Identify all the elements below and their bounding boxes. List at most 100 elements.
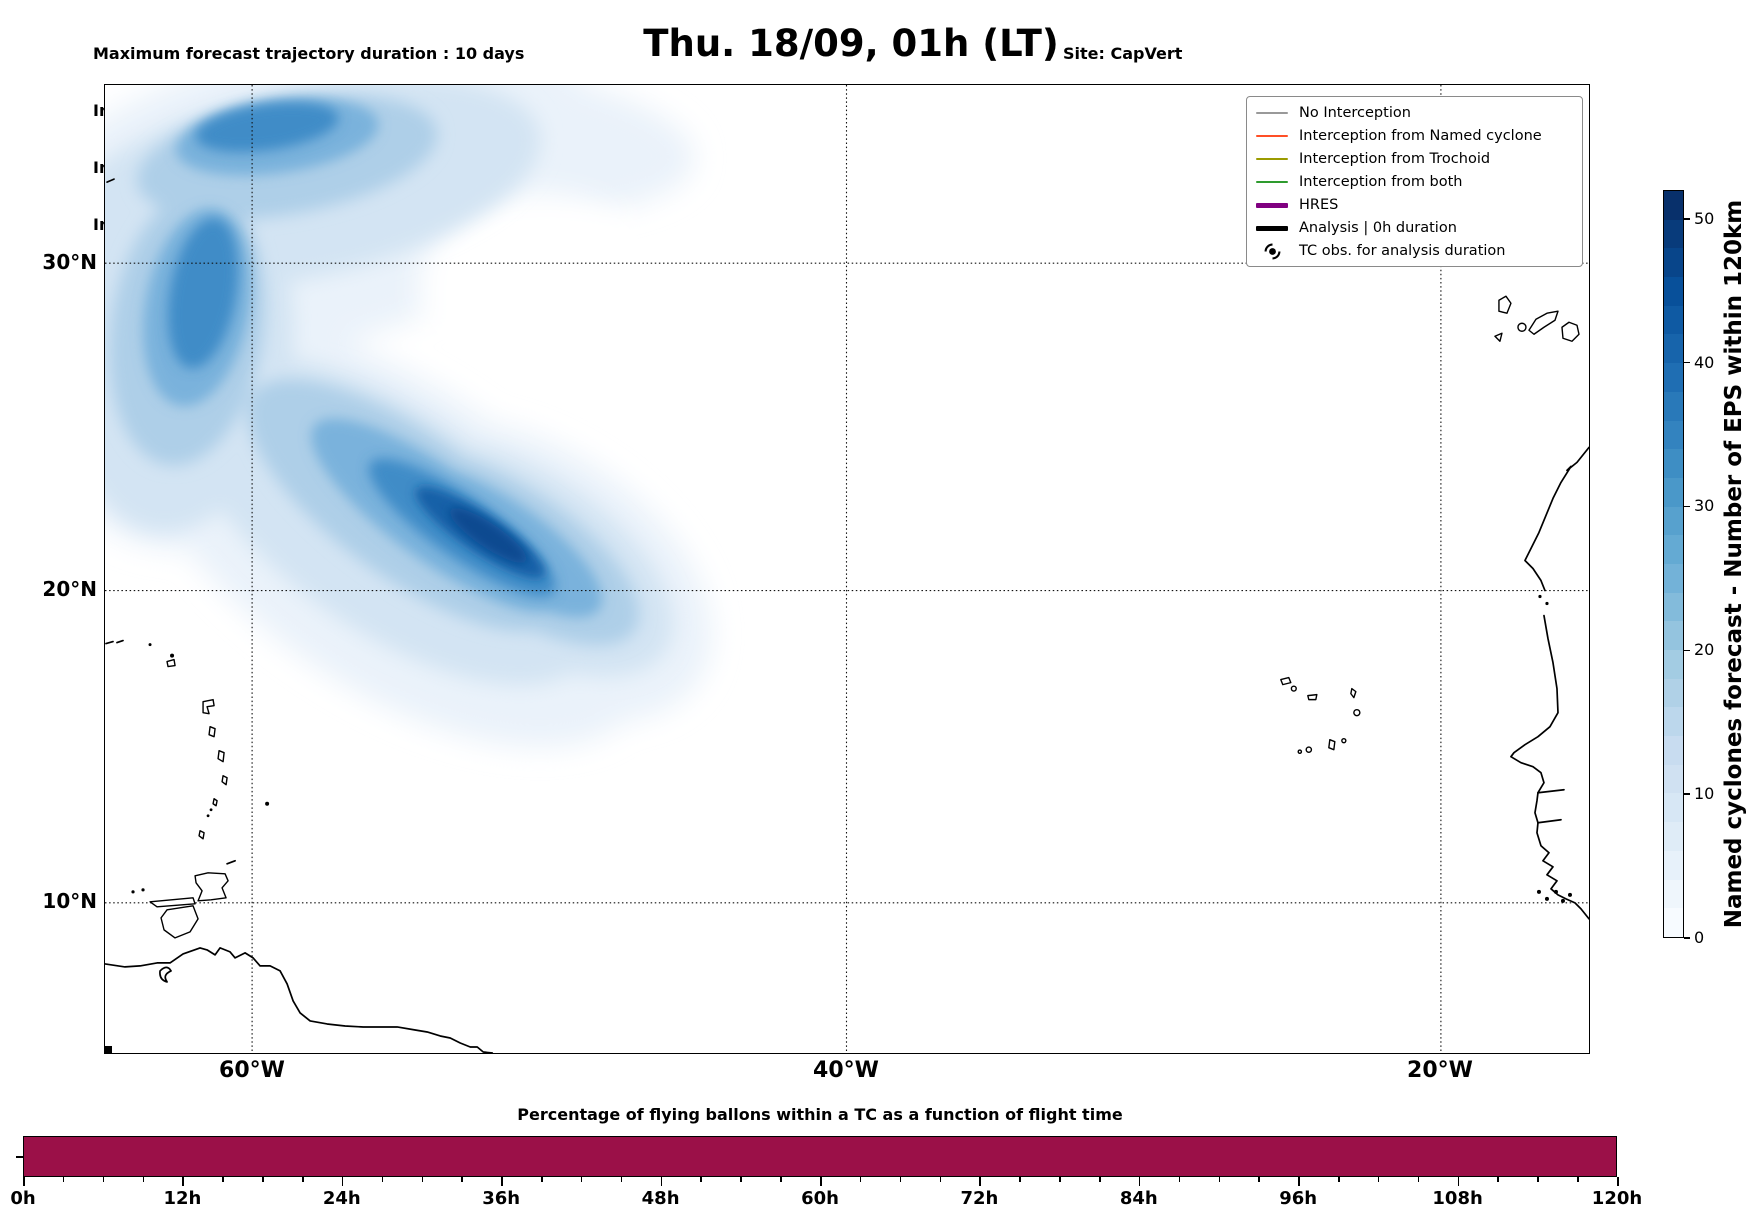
xaxis-minor-tick (62, 1177, 65, 1182)
xaxis-minor-tick (1537, 1177, 1539, 1182)
xaxis-tick-label: 36h (482, 1188, 521, 1209)
xtick-40w: 40°W (813, 1058, 879, 1083)
legend-line-sample (1256, 181, 1288, 183)
map-canvas (105, 85, 1589, 1053)
colorbar-step (1664, 277, 1683, 306)
colorbar-tick-label: 50 (1694, 208, 1715, 228)
xaxis-major-tick (1298, 1177, 1300, 1186)
legend-label: Interception from Named cyclone (1299, 128, 1542, 144)
legend-item-1: Interception from Named cyclone (1256, 125, 1574, 147)
colorbar-tick-label: 10 (1694, 784, 1715, 804)
figure-title: Thu. 18/09, 01h (LT) (643, 22, 1059, 65)
colorbar-step (1664, 822, 1683, 851)
legend-item-6: TC obs. for analysis duration (1256, 240, 1574, 262)
xaxis-tick-label: 0h (10, 1188, 36, 1209)
density-plume (105, 85, 712, 748)
xaxis-major-tick (1138, 1177, 1141, 1186)
ytick-10n: 10°N (42, 889, 97, 913)
xaxis-minor-tick (262, 1177, 264, 1182)
xaxis-minor-tick (899, 1177, 902, 1182)
xaxis-minor-tick (1417, 1177, 1420, 1182)
colorbar-step (1664, 908, 1683, 937)
xaxis-minor-tick (580, 1177, 583, 1182)
corner-landmark (105, 1045, 113, 1053)
colorbar-tick-label: 0 (1694, 928, 1705, 947)
xaxis-major-tick (660, 1177, 663, 1186)
xaxis-minor-tick (1178, 1177, 1181, 1182)
xaxis-minor-tick (301, 1177, 304, 1182)
max-duration-text: Maximum forecast trajectory duration : 1… (93, 44, 525, 63)
xaxis-minor-tick (1377, 1177, 1380, 1182)
xaxis-minor-tick (1098, 1177, 1101, 1182)
xaxis-major-tick (979, 1177, 981, 1186)
legend-line-sample (1256, 112, 1288, 114)
legend-label: Interception from both (1299, 174, 1463, 190)
legend-label: Analysis | 0h duration (1299, 220, 1457, 236)
legend-label: TC obs. for analysis duration (1299, 243, 1506, 259)
xtick-20w: 20°W (1407, 1058, 1473, 1083)
legend-item-5: Analysis | 0h duration (1256, 217, 1574, 239)
colorbar-step (1664, 563, 1683, 593)
xaxis-major-tick (1457, 1177, 1460, 1186)
colorbar-step (1664, 191, 1683, 220)
xaxis-minor-tick (421, 1177, 424, 1182)
colorbar-step (1664, 793, 1683, 823)
plume-white-notch (419, 193, 656, 378)
xtick-60w: 60°W (219, 1058, 285, 1083)
legend-label: No Interception (1299, 105, 1411, 121)
xaxis-tick-label: 48h (641, 1188, 680, 1209)
coastline-bermuda (106, 178, 115, 183)
colorbar-step (1664, 248, 1683, 278)
colorbar-tick (1684, 937, 1690, 939)
xaxis-major-tick (23, 1177, 25, 1186)
balloon-percentage-bar (23, 1136, 1617, 1177)
colorbar-tick (1684, 361, 1690, 364)
colorbar (1663, 190, 1684, 938)
xaxis-major-tick (820, 1177, 822, 1186)
ytick-30n: 30°N (42, 250, 97, 274)
colorbar-step (1664, 363, 1683, 392)
colorbar-step (1664, 477, 1683, 507)
ytick-20n: 20°N (42, 577, 97, 601)
colorbar-step (1664, 678, 1683, 708)
xaxis-minor-tick (1019, 1177, 1021, 1182)
xaxis-minor-tick (859, 1177, 862, 1182)
coastline-canary-islands (1494, 295, 1580, 342)
colorbar-tick-label: 40 (1694, 352, 1715, 372)
map-legend: No Interception Interception from Named c… (1246, 96, 1583, 267)
xaxis-minor-tick (1258, 1177, 1260, 1182)
xaxis-minor-tick (1059, 1177, 1061, 1182)
colorbar-tick-label: 20 (1694, 640, 1715, 660)
colorbar-step (1664, 736, 1683, 765)
colorbar-step (1664, 535, 1683, 564)
colorbar-tick (1684, 505, 1690, 508)
xaxis-minor-tick (620, 1177, 623, 1182)
xaxis-tick-label: 108h (1432, 1188, 1483, 1209)
colorbar-step (1664, 420, 1683, 450)
xaxis-minor-tick (1338, 1177, 1340, 1182)
colorbar-step (1664, 879, 1683, 909)
colorbar-step (1664, 850, 1683, 880)
xaxis-minor-tick (461, 1177, 463, 1182)
colorbar-step (1664, 334, 1683, 364)
colorbar-step (1664, 449, 1683, 478)
xaxis-tick-label: 72h (960, 1188, 999, 1209)
legend-line-sample (1256, 225, 1288, 231)
legend-item-4: HRES (1256, 194, 1574, 216)
coastline-lesser-antilles (105, 639, 270, 939)
colorbar-step (1664, 219, 1683, 249)
colorbar-tick-label: 30 (1694, 496, 1715, 516)
colorbar-step (1664, 391, 1683, 421)
xaxis-tick-label: 84h (1119, 1188, 1158, 1209)
xaxis-minor-tick (381, 1177, 384, 1182)
colorbar-step (1664, 621, 1683, 650)
xaxis-major-tick (182, 1177, 184, 1186)
colorbar-tick (1684, 217, 1690, 220)
xaxis-minor-tick (1497, 1177, 1500, 1182)
colorbar-step (1664, 506, 1683, 536)
xaxis-tick-label: 12h (163, 1188, 202, 1209)
coastline-cape-verde (1280, 676, 1361, 754)
xaxis-minor-tick (102, 1177, 105, 1182)
colorbar-step (1664, 707, 1683, 737)
